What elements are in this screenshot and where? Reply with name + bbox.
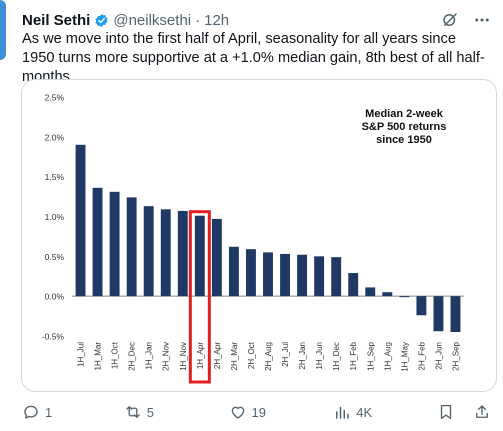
share-button[interactable]	[473, 403, 491, 421]
views-button[interactable]: 4K	[333, 403, 437, 421]
bar-1h-aug	[382, 292, 393, 297]
bar-1h-sep	[365, 287, 376, 297]
tweet-media-chart[interactable]: 2.5% 2.0% 1.5% 1.0% 0.5% 0.0% -0.5% 1H_Jul 1H_Ma…	[21, 79, 497, 392]
x-tick-label: 1H_Dec	[332, 342, 341, 371]
bar-chart: 2.5% 2.0% 1.5% 1.0% 0.5% 0.0% -0.5% 1H_Jul 1H_Ma…	[42, 93, 464, 384]
y-tick-label: 2.0%	[45, 132, 65, 142]
repost-count: 5	[146, 404, 155, 420]
x-tick-label: 1H_Jun	[315, 342, 324, 370]
bar-1h-jun	[314, 256, 325, 297]
x-tick-label: 2H_Jul	[281, 342, 290, 367]
reply-count: 1	[45, 404, 53, 420]
bookmark-button[interactable]	[437, 403, 455, 421]
x-tick-label: 2H_Nov	[162, 342, 171, 371]
tweet-time[interactable]: 12h	[204, 11, 230, 29]
bar-2h-nov	[160, 209, 171, 297]
x-tick-label: 2H_Jan	[298, 342, 307, 370]
chart-title-line: Median 2-week	[365, 108, 444, 120]
bar-2h-aug	[263, 252, 273, 297]
bar-1h-dec	[331, 257, 342, 297]
bar-1h-jul	[75, 144, 86, 297]
bar-2h-jul	[280, 253, 290, 297]
bar-2h-feb	[416, 296, 427, 316]
views-count: 4K	[356, 404, 373, 420]
bar-2h-apr	[211, 218, 222, 297]
heart-icon	[231, 406, 244, 419]
x-tick-label: 1H_Mar	[94, 342, 103, 371]
author-name[interactable]: Neil Sethi	[22, 11, 91, 29]
y-tick-label: 2.5%	[45, 93, 65, 103]
bar-2h-mar	[228, 246, 239, 297]
repost-icon	[126, 406, 140, 418]
bar-1h-oct	[109, 191, 120, 297]
chart-title-line: since 1950	[376, 134, 432, 146]
bar-2h-jun	[433, 296, 444, 332]
x-tick-label: 1H_Sep	[366, 341, 375, 370]
y-tick-label: 1.5%	[45, 172, 65, 182]
tweet-text: As we move into the first half of April,…	[22, 31, 485, 85]
y-tick-label: 0.0%	[45, 292, 65, 302]
bar-2h-sep	[450, 296, 461, 333]
bar-2h-jan	[297, 254, 308, 297]
y-tick-label: 0.5%	[45, 252, 65, 262]
reply-icon	[24, 405, 38, 419]
highlight-box-1h-apr	[188, 210, 211, 384]
y-tick-label: 1.0%	[45, 212, 65, 222]
bar-1h-nov	[177, 210, 188, 297]
x-tick-label: 2H_Sep	[451, 341, 460, 370]
bar-1h-jan	[143, 206, 154, 297]
reply-button[interactable]: 1	[22, 403, 124, 421]
x-tick-label: 2H_Aug	[264, 342, 273, 371]
x-tick-label: 2H_Oct	[247, 341, 256, 369]
bar-2h-oct	[246, 249, 256, 297]
bookmark-icon	[440, 404, 452, 420]
bar-1h-feb	[348, 273, 359, 297]
action-bar: 1 5 19 4K	[22, 401, 491, 423]
bar-1h-apr	[194, 215, 205, 297]
share-icon	[476, 405, 488, 418]
x-tick-label: 1H_Jan	[145, 342, 154, 370]
avatar[interactable]	[0, 0, 6, 60]
like-count: 19	[251, 404, 266, 420]
x-tick-label: 2H_Dec	[128, 342, 137, 371]
x-tick-label: 1H_Oct	[111, 341, 120, 369]
x-tick-label: 2H_Jun	[434, 342, 443, 370]
x-tick-label: 2H_Apr	[213, 342, 222, 369]
x-tick-label: 1H_Aug	[383, 342, 392, 371]
y-tick-label: -0.5%	[42, 332, 65, 342]
bar-2h-dec	[126, 197, 137, 297]
author-handle[interactable]: @neilksethi	[113, 11, 192, 29]
x-tick-label: 1H_Apr	[196, 342, 205, 369]
tweet-header: Neil Sethi @neilksethi · 12h	[22, 9, 491, 31]
grok-icon[interactable]	[441, 11, 459, 29]
x-tick-label: 1H_May	[400, 342, 409, 372]
x-tick-label: 1H_Feb	[349, 341, 358, 370]
views-chart-icon	[336, 406, 349, 419]
verified-badge-icon	[95, 13, 108, 27]
separator-dot: ·	[195, 11, 201, 29]
x-tick-label: 2H_Feb	[417, 341, 426, 370]
x-tick-label: 1H_Nov	[179, 342, 188, 371]
chart-title-line: S&P 500 returns	[362, 121, 447, 133]
x-tick-label: 1H_Jul	[77, 342, 86, 367]
like-button[interactable]: 19	[229, 403, 334, 421]
bar-1h-may	[399, 296, 410, 298]
repost-button[interactable]: 5	[124, 403, 229, 421]
x-tick-label: 2H_Mar	[230, 342, 239, 371]
bar-1h-mar	[92, 187, 103, 297]
more-options-icon[interactable]	[473, 11, 491, 29]
